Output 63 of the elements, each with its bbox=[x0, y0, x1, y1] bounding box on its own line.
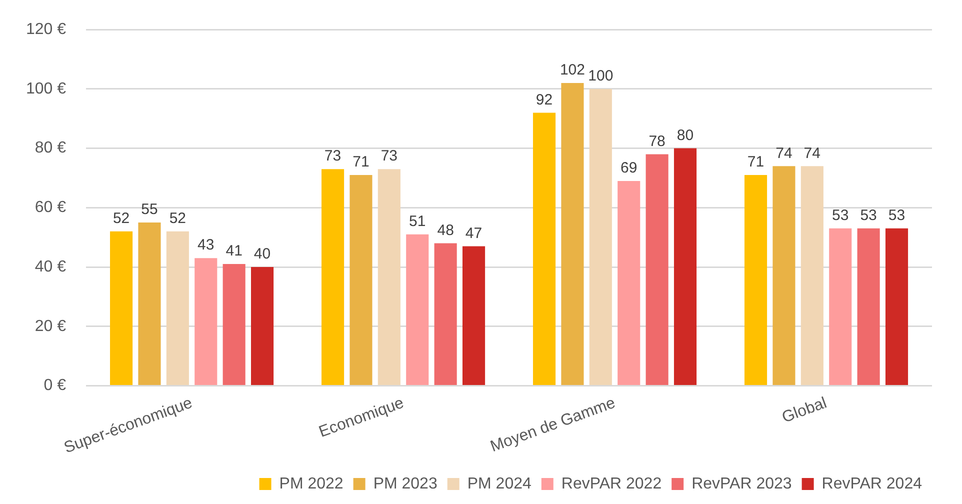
bar bbox=[138, 222, 161, 385]
data-label: 52 bbox=[169, 210, 186, 228]
data-label: 92 bbox=[536, 91, 553, 108]
data-label: 73 bbox=[324, 148, 342, 165]
y-tick-label: 0 € bbox=[44, 377, 66, 394]
bar bbox=[462, 246, 486, 385]
y-tick-label: 20 € bbox=[34, 318, 66, 335]
bar bbox=[674, 148, 697, 385]
bar bbox=[322, 169, 344, 385]
bar bbox=[222, 264, 246, 385]
data-label: 74 bbox=[776, 144, 792, 162]
data-label: 69 bbox=[620, 160, 638, 177]
data-label: 53 bbox=[832, 207, 849, 224]
bar bbox=[350, 175, 372, 385]
bar bbox=[772, 166, 796, 385]
data-label: 53 bbox=[888, 207, 906, 224]
data-label: 74 bbox=[804, 144, 820, 162]
data-label: 53 bbox=[860, 207, 877, 224]
bar bbox=[800, 166, 824, 385]
data-label: 52 bbox=[112, 210, 130, 228]
x-tick-label: Moyen de Gamme bbox=[488, 394, 618, 456]
data-label: 41 bbox=[226, 242, 242, 260]
data-label: 80 bbox=[676, 126, 694, 144]
y-tick-label: 40 € bbox=[34, 258, 66, 276]
data-label: 40 bbox=[254, 246, 271, 263]
legend-label: RevPAR 2024 bbox=[822, 475, 922, 492]
bar bbox=[166, 231, 189, 385]
bar bbox=[194, 258, 218, 385]
y-tick-label: 100 € bbox=[26, 80, 66, 98]
legend-label: RevPAR 2023 bbox=[692, 475, 792, 492]
bar bbox=[744, 175, 768, 385]
bar bbox=[829, 228, 852, 385]
bar bbox=[434, 243, 457, 385]
bar bbox=[406, 234, 429, 385]
bar bbox=[589, 88, 612, 385]
data-label: 47 bbox=[465, 224, 482, 242]
data-label: 55 bbox=[141, 201, 158, 218]
data-label: 71 bbox=[352, 154, 370, 171]
bar bbox=[885, 228, 908, 385]
data-label: 43 bbox=[198, 236, 214, 254]
bar bbox=[857, 228, 880, 385]
bar bbox=[618, 180, 640, 385]
bar bbox=[251, 267, 274, 385]
y-tick-label: 120 € bbox=[26, 21, 66, 38]
x-tick-label: Global bbox=[780, 394, 830, 426]
bar bbox=[561, 83, 584, 385]
data-label: 51 bbox=[409, 213, 426, 230]
data-label: 48 bbox=[437, 222, 454, 239]
data-label: 78 bbox=[648, 132, 666, 150]
legend-label: RevPAR 2022 bbox=[561, 475, 662, 492]
data-label: 71 bbox=[747, 154, 764, 171]
y-tick-label: 80 € bbox=[34, 140, 66, 157]
data-label: 102 bbox=[560, 62, 585, 79]
bar bbox=[646, 154, 668, 385]
legend-label: PM 2024 bbox=[467, 475, 532, 492]
bar bbox=[378, 169, 400, 385]
bar bbox=[110, 231, 133, 385]
bar bbox=[532, 112, 556, 385]
data-label: 100 bbox=[588, 68, 614, 85]
data-label: 73 bbox=[380, 148, 398, 165]
y-tick-label: 60 € bbox=[34, 199, 66, 216]
legend-label: PM 2023 bbox=[373, 475, 438, 492]
legend-label: PM 2022 bbox=[279, 475, 344, 492]
